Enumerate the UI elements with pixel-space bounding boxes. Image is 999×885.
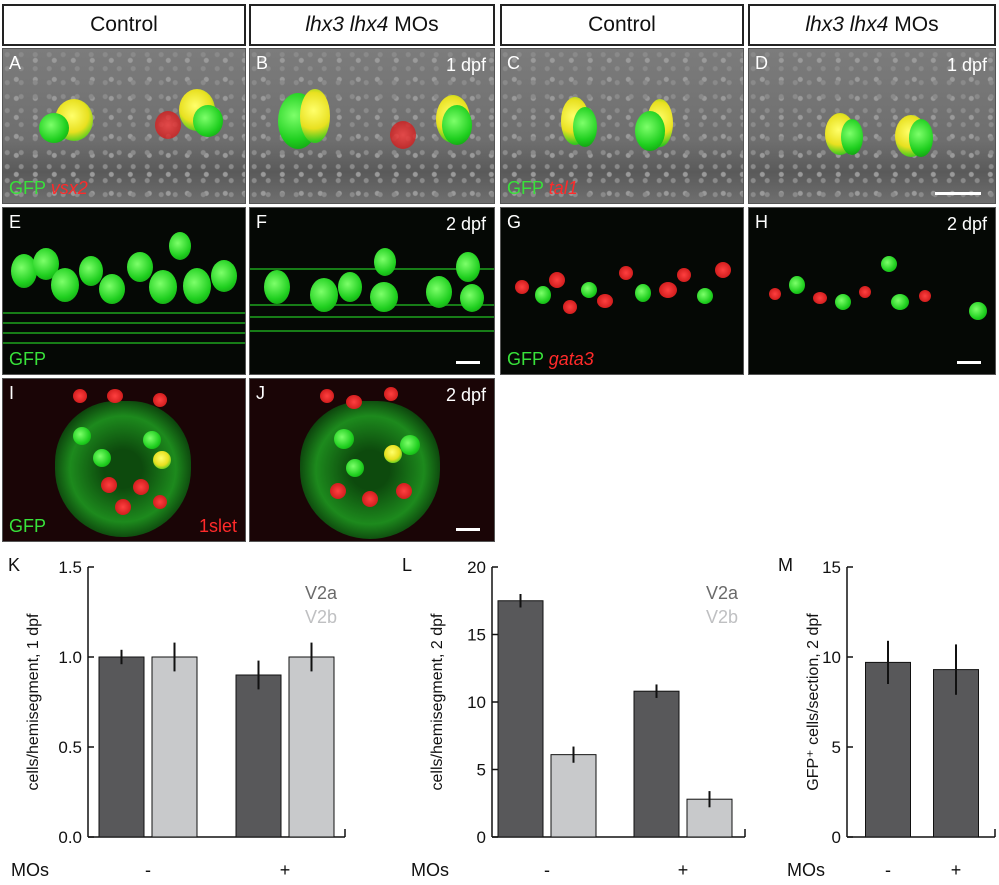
timepoint-label-h: 2 dpf — [946, 214, 987, 234]
micrograph-panel-g: G GFP gata3 — [500, 207, 744, 375]
chart-k-bar — [151, 656, 198, 838]
micrograph-panel-e: E GFP — [2, 207, 246, 375]
chart-k-y-tick-label: 0.0 — [58, 828, 82, 847]
chart-k-legend-v2b: V2b — [305, 607, 337, 627]
micrograph-panel-b: B 1 dpf — [249, 48, 495, 204]
chart-m-y-tick-label: 10 — [822, 648, 841, 667]
chart-m-y-axis-label: GFP⁺ cells/section, 2 dpf — [805, 613, 822, 791]
chart-k-y-tick-label: 1.0 — [58, 648, 82, 667]
panel-letter-j: J — [256, 383, 265, 403]
panel-letter-f: F — [256, 212, 267, 232]
timepoint-label-d: 1 dpf — [946, 55, 987, 75]
chart-l-category-label: + — [678, 860, 689, 880]
chart-m-panel-letter: M — [778, 555, 793, 575]
scale-bar-h — [957, 361, 981, 364]
header-morpholino-2: lhx3 lhx4 MOs — [748, 4, 996, 46]
panel-letter-e: E — [9, 212, 22, 232]
chart-l-y-tick-label: 10 — [467, 693, 486, 712]
stain-label-c: GFP tal1 — [507, 178, 578, 198]
timepoint-label-b: 1 dpf — [445, 55, 486, 75]
chart-m-y-tick-label: 5 — [832, 738, 841, 757]
timepoint-label-j: 2 dpf — [445, 385, 486, 405]
chart-m-y-tick-label: 15 — [822, 558, 841, 577]
chart-l-bar — [497, 600, 544, 838]
chart-l-bar — [686, 798, 733, 838]
chart-l-category-label: - — [544, 860, 550, 880]
chart-l-bar — [550, 754, 597, 838]
chart-l-panel-letter: L — [402, 555, 412, 575]
chart-l-y-tick-label: 20 — [467, 558, 486, 577]
panel-letter-b: B — [256, 53, 269, 73]
chart-l-legend-v2b: V2b — [706, 607, 738, 627]
chart-l-y-tick-label: 0 — [477, 828, 486, 847]
chart-l-bar — [633, 690, 680, 838]
chart-m-category-label: - — [885, 860, 891, 880]
chart-k-category-label: - — [145, 860, 151, 880]
scale-bar-j — [456, 528, 480, 531]
chart-k-bar — [98, 656, 145, 838]
chart-k-y-tick-label: 0.5 — [58, 738, 82, 757]
chart-k-y-tick-label: 1.5 — [58, 558, 82, 577]
chart-l-y-tick-label: 15 — [467, 626, 486, 645]
chart-k-category-label: + — [280, 860, 291, 880]
header-control-1: Control — [2, 4, 246, 46]
stain-label-g: GFP gata3 — [507, 349, 594, 369]
panel-letter-a: A — [9, 53, 22, 73]
scale-bar-f — [456, 361, 480, 364]
chart-k-y-axis-label: cells/hemisegment, 1 dpf — [25, 613, 42, 791]
chart-m-category-label: + — [951, 860, 962, 880]
scale-bar-d — [935, 192, 981, 195]
stain-label-i-red: 1slet — [198, 516, 237, 536]
chart-k-bar — [235, 674, 282, 838]
header-morpholino-1: lhx3 lhx4 MOs — [249, 4, 495, 46]
micrograph-panel-h: H 2 dpf — [748, 207, 996, 375]
micrograph-panel-c: C GFP tal1 — [500, 48, 744, 204]
panel-letter-d: D — [755, 53, 768, 73]
chart-l-x-axis-label: MOs — [411, 860, 449, 880]
micrograph-panel-d: D 1 dpf — [748, 48, 996, 204]
micrograph-panel-j: J 2 dpf — [249, 378, 495, 542]
chart-k-legend-v2a: V2a — [305, 583, 338, 603]
stain-label-i-green: GFP — [9, 516, 47, 536]
micrograph-panel-f: F 2 dpf — [249, 207, 495, 375]
chart-m-bar — [933, 669, 979, 838]
chart-m-bar — [865, 661, 911, 838]
panel-letter-g: G — [507, 212, 522, 232]
chart-k-x-axis-label: MOs — [11, 860, 49, 880]
chart-l-legend-v2a: V2a — [706, 583, 739, 603]
panel-letter-h: H — [755, 212, 768, 232]
micrograph-panel-i: I GFP 1slet — [2, 378, 246, 542]
chart-k-panel-letter: K — [8, 555, 20, 575]
chart-k-bar — [288, 656, 335, 838]
timepoint-label-f: 2 dpf — [445, 214, 486, 234]
panel-letter-i: I — [9, 383, 15, 403]
stain-label-a: GFP vsx2 — [9, 178, 88, 198]
chart-l-y-axis-label: cells/hemisegment, 2 dpf — [429, 613, 446, 791]
stain-label-e: GFP — [9, 349, 47, 369]
header-control-2: Control — [500, 4, 744, 46]
panel-letter-c: C — [507, 53, 520, 73]
chart-m-x-axis-label: MOs — [787, 860, 825, 880]
chart-l-y-tick-label: 5 — [477, 761, 486, 780]
micrograph-panel-a: A GFP vsx2 — [2, 48, 246, 204]
chart-m-y-tick-label: 0 — [832, 828, 841, 847]
